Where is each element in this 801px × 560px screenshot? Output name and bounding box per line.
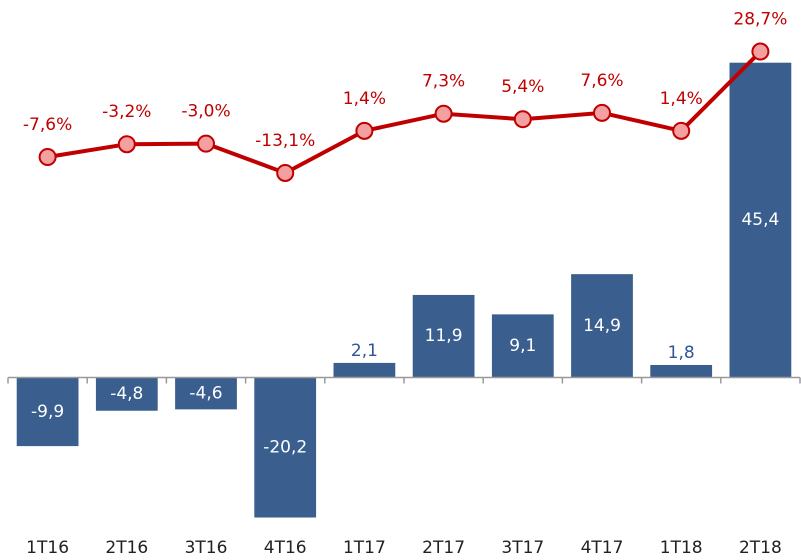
bar bbox=[333, 362, 396, 378]
bar-value-label: 9,1 bbox=[509, 336, 536, 356]
bar-value-label: -4,8 bbox=[110, 384, 143, 404]
line-marker bbox=[434, 104, 453, 123]
x-tick-label: 3T17 bbox=[501, 538, 544, 558]
bar bbox=[175, 377, 237, 410]
line-value-label: -3,2% bbox=[102, 102, 151, 122]
line-marker bbox=[751, 42, 770, 61]
line-value-label: -3,0% bbox=[181, 102, 230, 122]
bar bbox=[412, 294, 475, 378]
bar bbox=[254, 377, 317, 518]
line-value-label: 7,3% bbox=[422, 72, 465, 92]
bar-value-label: 11,9 bbox=[425, 326, 463, 346]
bar-value-label: -4,6 bbox=[189, 383, 222, 403]
line-marker bbox=[513, 110, 532, 129]
line-value-label: -7,6% bbox=[23, 115, 72, 135]
x-tick-label: 1T18 bbox=[660, 538, 703, 558]
x-tick-label: 2T17 bbox=[422, 538, 465, 558]
line-marker bbox=[593, 103, 611, 122]
x-tick-label: 4T17 bbox=[581, 538, 624, 558]
bar-value-label: -9,9 bbox=[31, 402, 64, 422]
bar bbox=[729, 62, 792, 378]
bar bbox=[491, 314, 554, 378]
x-tick-label: 3T16 bbox=[185, 538, 228, 558]
x-tick-label: 2T16 bbox=[105, 538, 148, 558]
line-marker bbox=[38, 147, 57, 166]
bar-value-label: 1,8 bbox=[668, 343, 695, 363]
x-tick-label: 1T17 bbox=[343, 538, 386, 558]
line-value-label: 7,6% bbox=[580, 71, 623, 91]
line-marker bbox=[117, 135, 136, 154]
line-marker bbox=[276, 163, 295, 182]
bar bbox=[16, 377, 79, 447]
line-value-label: -13,1% bbox=[255, 131, 315, 151]
line-value-label: 1,4% bbox=[343, 89, 386, 109]
line-marker bbox=[355, 121, 374, 140]
bar bbox=[95, 377, 158, 411]
x-tick-label: 4T16 bbox=[264, 538, 307, 558]
bar bbox=[650, 364, 713, 378]
line-value-label: 5,4% bbox=[501, 77, 544, 97]
x-tick-label: 2T18 bbox=[739, 538, 782, 558]
bar-value-label: 45,4 bbox=[741, 210, 779, 230]
line-marker bbox=[672, 121, 691, 140]
x-tick-label: 1T16 bbox=[26, 538, 69, 558]
bar-value-label: 14,9 bbox=[583, 316, 621, 336]
bar bbox=[571, 274, 633, 378]
bar-value-label: -20,2 bbox=[263, 437, 307, 457]
line-value-label: 1,4% bbox=[660, 89, 703, 109]
bar-value-label: 2,1 bbox=[351, 341, 378, 361]
line bbox=[47, 50, 762, 176]
line-value-label: 28,7% bbox=[733, 10, 787, 30]
line-marker bbox=[197, 134, 215, 153]
